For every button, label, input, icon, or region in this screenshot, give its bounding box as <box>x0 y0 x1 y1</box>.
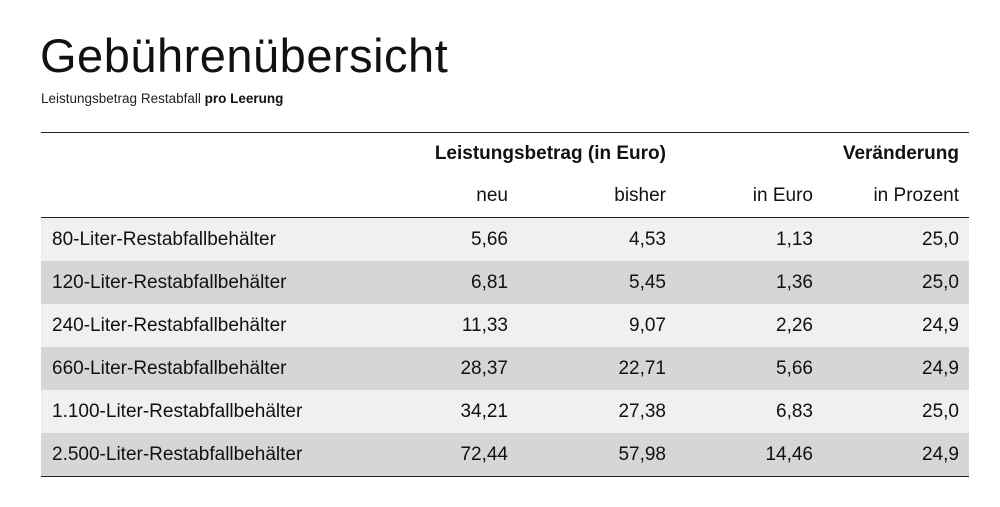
row-bisher: 4,53 <box>629 228 666 250</box>
row-name: 240-Liter-Restabfallbehälter <box>52 314 287 336</box>
subtitle-bold: pro Leerung <box>204 91 284 106</box>
table-row: 120-Liter-Restabfallbehälter 6,81 5,45 1… <box>41 261 969 304</box>
page-title: Gebührenübersicht <box>40 29 449 82</box>
table-row: 2.500-Liter-Restabfallbehälter 72,44 57,… <box>41 433 969 476</box>
page-subtitle: Leistungsbetrag Restabfall pro Leerung <box>41 90 283 108</box>
row-neu: 6,81 <box>471 271 508 293</box>
row-in-prozent: 24,9 <box>922 443 959 465</box>
row-neu: 34,21 <box>460 400 508 422</box>
table-sub-header: neu bisher in Euro in Prozent <box>41 175 969 218</box>
row-name: 120-Liter-Restabfallbehälter <box>52 271 287 293</box>
row-neu: 5,66 <box>471 228 508 250</box>
row-bisher: 27,38 <box>618 400 666 422</box>
table-row: 1.100-Liter-Restabfallbehälter 34,21 27,… <box>41 390 969 433</box>
row-in-prozent: 25,0 <box>922 400 959 422</box>
row-name: 2.500-Liter-Restabfallbehälter <box>52 443 303 465</box>
row-in-euro: 1,13 <box>776 228 813 250</box>
row-neu: 11,33 <box>461 314 508 336</box>
row-bisher: 5,45 <box>629 271 666 293</box>
table-row: 240-Liter-Restabfallbehälter 11,33 9,07 … <box>41 304 969 347</box>
subtitle-regular: Leistungsbetrag Restabfall <box>41 91 205 106</box>
row-in-prozent: 25,0 <box>922 271 959 293</box>
header-in-euro: in Euro <box>752 185 813 206</box>
row-bisher: 57,98 <box>618 443 666 465</box>
table-row: 660-Liter-Restabfallbehälter 28,37 22,71… <box>41 347 969 390</box>
table-row: 80-Liter-Restabfallbehälter 5,66 4,53 1,… <box>41 218 969 261</box>
row-name: 1.100-Liter-Restabfallbehälter <box>52 400 303 422</box>
row-neu: 72,44 <box>460 443 508 465</box>
table-group-header: Leistungsbetrag (in Euro) Veränderung <box>41 133 969 175</box>
row-in-prozent: 25,0 <box>922 228 959 250</box>
row-in-euro: 5,66 <box>776 357 813 379</box>
row-name: 660-Liter-Restabfallbehälter <box>52 357 287 379</box>
header-leistungsbetrag: Leistungsbetrag (in Euro) <box>434 143 666 164</box>
fee-table: Leistungsbetrag (in Euro) Veränderung ne… <box>41 132 969 477</box>
header-bisher: bisher <box>614 185 666 206</box>
row-bisher: 9,07 <box>629 314 666 336</box>
row-in-prozent: 24,9 <box>922 357 959 379</box>
row-neu: 28,37 <box>460 357 508 379</box>
header-veraenderung: Veränderung <box>842 143 959 164</box>
row-bisher: 22,71 <box>618 357 666 379</box>
row-in-euro: 6,83 <box>776 400 813 422</box>
row-in-euro: 2,26 <box>776 314 813 336</box>
row-name: 80-Liter-Restabfallbehälter <box>52 228 276 250</box>
header-neu: neu <box>476 185 508 206</box>
row-in-euro: 14,46 <box>765 443 813 465</box>
row-in-euro: 1,36 <box>776 271 813 293</box>
row-in-prozent: 24,9 <box>922 314 959 336</box>
header-in-prozent: in Prozent <box>873 185 959 206</box>
